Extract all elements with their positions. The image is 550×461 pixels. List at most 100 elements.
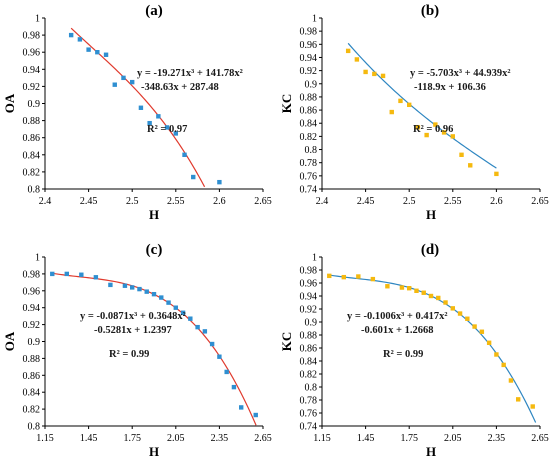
y-tick-label: 0.78 [300, 158, 318, 169]
y-tick-label: 0.8 [28, 185, 41, 196]
data-point [399, 285, 405, 290]
data-point [217, 179, 222, 185]
x-axis-label: H [426, 207, 436, 222]
x-axis-label: H [149, 207, 159, 222]
data-point [253, 412, 258, 418]
data-point [137, 286, 142, 292]
data-point [231, 384, 237, 390]
y-tick-label: 0.86 [300, 106, 318, 117]
data-point [501, 362, 506, 368]
y-axis-label: KC [279, 94, 294, 114]
data-point [433, 122, 438, 127]
x-tick-label: 2.55 [167, 196, 185, 207]
y-tick-label: 0.76 [300, 171, 318, 182]
y-axis-label: OA [2, 93, 17, 113]
x-tick-label: 1.15 [36, 433, 54, 444]
y-tick-label: 0.78 [300, 396, 318, 407]
chart-panel: 0.8 0.82 0.84 0.86 0.88 0.9 0.92 0.94 0.96 0.98 1 1… [2, 242, 272, 459]
data-point [407, 286, 412, 291]
y-tick-label: 1 [312, 253, 317, 264]
fit-curve [70, 27, 206, 188]
data-point [166, 300, 171, 305]
fit-curve [347, 42, 497, 169]
x-tick-label: 1.75 [123, 433, 141, 444]
y-tick-label: 0.74 [300, 422, 318, 433]
x-tick-label: 2.65 [254, 196, 272, 207]
y-tick-label: 0.9 [305, 318, 318, 329]
data-point [108, 282, 113, 288]
data-point [130, 285, 135, 290]
data-point [486, 340, 492, 345]
data-point [341, 274, 346, 280]
data-point [345, 48, 351, 54]
data-point [354, 57, 360, 62]
equation-line-2: -0.5281x + 1.2397 [94, 325, 172, 336]
data-point [121, 75, 126, 81]
equation-line-2: -118.9x + 106.36 [414, 82, 486, 93]
y-tick-label: 0.86 [300, 344, 318, 355]
data-point [389, 109, 394, 115]
x-axis-label: H [149, 444, 159, 459]
y-tick-label: 0.92 [300, 66, 318, 77]
data-point [356, 274, 361, 279]
data-point [443, 300, 448, 305]
data-point [159, 295, 164, 300]
y-tick-label: 0.94 [23, 65, 41, 76]
panel-title: (d) [421, 242, 439, 258]
y-tick-label: 0.94 [300, 53, 318, 64]
y-tick-label: 0.88 [300, 92, 318, 103]
y-axis-label: KC [279, 332, 294, 352]
x-tick-label: 2.5 [126, 196, 139, 207]
x-tick-label: 2.4 [39, 196, 52, 207]
data-point [479, 329, 485, 334]
y-tick-label: 0.74 [300, 185, 318, 196]
data-point [372, 71, 377, 77]
data-point [130, 79, 135, 85]
data-point [450, 134, 455, 139]
y-tick-label: 0.8 [28, 422, 41, 433]
data-point [180, 310, 186, 315]
data-point [122, 283, 128, 288]
data-point [508, 378, 514, 383]
data-point [112, 82, 117, 87]
data-point [209, 341, 215, 347]
data-point [415, 124, 421, 130]
panel-title: (c) [146, 242, 163, 258]
data-point [465, 316, 470, 321]
y-tick-label: 0.84 [300, 119, 318, 130]
y-tick-label: 0.88 [23, 354, 41, 365]
data-point [95, 50, 100, 55]
data-point [494, 171, 499, 177]
r-squared-label: R² = 0.99 [109, 349, 149, 360]
y-tick-label: 0.98 [23, 269, 41, 280]
x-tick-label: 2.6 [490, 196, 503, 207]
data-point [457, 311, 463, 316]
equation-line-1: y = -0.1006x³ + 0.417x² [347, 311, 448, 322]
y-tick-label: 0.92 [23, 320, 41, 331]
data-point [385, 284, 390, 289]
x-tick-label: 1.75 [400, 433, 418, 444]
y-tick-label: 1 [35, 253, 40, 264]
data-point [421, 290, 426, 295]
y-tick-label: 1 [35, 14, 40, 25]
data-point [530, 404, 535, 409]
x-tick-label: 2.65 [531, 433, 549, 444]
data-point [239, 405, 244, 410]
data-point [459, 152, 464, 157]
panel-title: (a) [145, 3, 163, 19]
y-tick-label: 0.82 [23, 167, 41, 178]
data-point [93, 275, 99, 280]
data-point [151, 291, 157, 297]
y-tick-label: 0.96 [300, 279, 318, 290]
data-point [436, 295, 441, 301]
r-squared-label: R² = 0.96 [413, 124, 453, 135]
x-tick-label: 2.35 [488, 433, 506, 444]
y-tick-label: 0.86 [23, 371, 41, 382]
x-tick-label: 1.15 [313, 433, 331, 444]
x-tick-label: 2.45 [357, 196, 375, 207]
chart-panel: 0.74 0.76 0.78 0.8 0.82 0.84 0.86 0.88 0.9 0.92 0.… [279, 242, 549, 459]
y-tick-label: 0.84 [300, 357, 318, 368]
equation-line-1: y = -5.703x³ + 44.939x² [410, 68, 511, 79]
y-tick-label: 0.98 [300, 27, 318, 38]
data-point [144, 289, 149, 294]
